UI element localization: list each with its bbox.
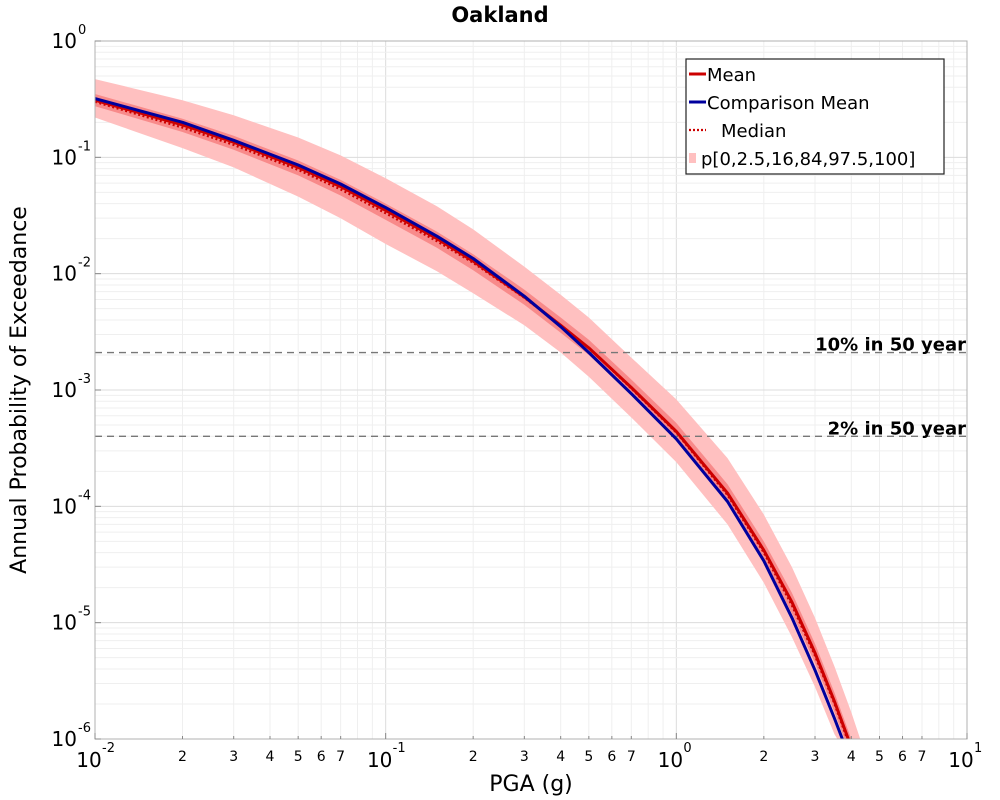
x-tick-label-exponent: 0 xyxy=(683,741,691,756)
x-minor-tick-label: 7 xyxy=(918,749,927,765)
legend-box xyxy=(685,58,945,175)
legend: Mean Comparison Mean Median p[0,2.5,16,84,9… xyxy=(685,58,945,175)
x-minor-tick-label: 2 xyxy=(178,749,187,765)
x-tick-label-base: 10 xyxy=(76,748,101,772)
y-tick-label-exponent: -1 xyxy=(78,139,91,154)
percentile-bands xyxy=(95,79,861,739)
x-minor-tick-label: 4 xyxy=(556,749,565,765)
x-minor-tick-label: 2 xyxy=(469,749,478,765)
legend-swatch-band xyxy=(689,153,696,163)
x-minor-tick-label: 6 xyxy=(317,749,326,765)
y-axis-label: Annual Probability of Exceedance xyxy=(7,206,32,574)
x-tick-label-exponent: -2 xyxy=(102,741,115,756)
legend-label: Mean xyxy=(707,65,756,86)
x-minor-tick-label: 4 xyxy=(266,749,275,765)
x-axis-label: PGA (g) xyxy=(489,772,573,797)
legend-label: Median xyxy=(721,121,786,142)
x-minor-tick-label: 6 xyxy=(898,749,907,765)
x-tick-label-base: 10 xyxy=(658,748,683,772)
x-minor-tick-label: 3 xyxy=(229,749,238,765)
y-tick-label-exponent: -3 xyxy=(78,372,91,387)
y-tick-label-exponent: -5 xyxy=(78,605,91,620)
legend-label: Comparison Mean xyxy=(707,93,870,114)
series-line-comparison-mean xyxy=(95,97,844,739)
x-tick-label-exponent: -1 xyxy=(393,741,406,756)
x-tick-label-exponent: 1 xyxy=(974,741,982,756)
x-tick-label-base: 10 xyxy=(948,748,973,772)
y-tick-label-exponent: 0 xyxy=(78,23,86,38)
y-tick-label-base: 10 xyxy=(52,378,77,402)
reference-line-label: 10% in 50 year xyxy=(815,335,966,356)
x-minor-tick-label: 6 xyxy=(607,749,616,765)
x-minor-tick-label: 3 xyxy=(520,749,529,765)
x-minor-tick-label: 2 xyxy=(759,749,768,765)
chart-title: Oakland xyxy=(451,3,548,27)
x-axis-ticks: 10 -2 10 -1 10 0 10 12 3 4 5 6 7 2 3 4 5 6 7 2 3 4 5 6 7 xyxy=(76,733,982,772)
series-lines xyxy=(95,97,850,739)
y-tick-label-base: 10 xyxy=(52,145,77,169)
x-tick-label-base: 10 xyxy=(367,748,392,772)
y-tick-label-base: 10 xyxy=(52,29,77,53)
x-minor-tick-label: 5 xyxy=(875,749,884,765)
x-minor-tick-label: 4 xyxy=(847,749,856,765)
y-tick-label-exponent: -2 xyxy=(78,256,91,271)
percentile-band-outer xyxy=(95,79,861,739)
y-tick-label-exponent: -4 xyxy=(78,488,91,503)
series-line-median xyxy=(95,100,849,739)
x-minor-tick-label: 7 xyxy=(336,749,345,765)
x-minor-tick-label: 5 xyxy=(294,749,303,765)
reference-line-label: 2% in 50 year xyxy=(828,418,966,439)
y-tick-label-base: 10 xyxy=(52,494,77,518)
x-minor-tick-label: 7 xyxy=(627,749,636,765)
x-minor-tick-label: 3 xyxy=(811,749,820,765)
series-line-mean xyxy=(95,98,850,739)
y-tick-label-exponent: -6 xyxy=(78,721,91,736)
legend-label: p[0,2.5,16,84,97.5,100] xyxy=(701,149,915,170)
percentile-band-inner xyxy=(95,94,852,739)
x-minor-tick-label: 5 xyxy=(584,749,593,765)
y-tick-label-base: 10 xyxy=(52,727,77,751)
y-tick-label-base: 10 xyxy=(52,611,77,635)
reference-lines: 10% in 50 year 2% in 50 year xyxy=(95,335,967,439)
y-tick-label-base: 10 xyxy=(52,262,77,286)
